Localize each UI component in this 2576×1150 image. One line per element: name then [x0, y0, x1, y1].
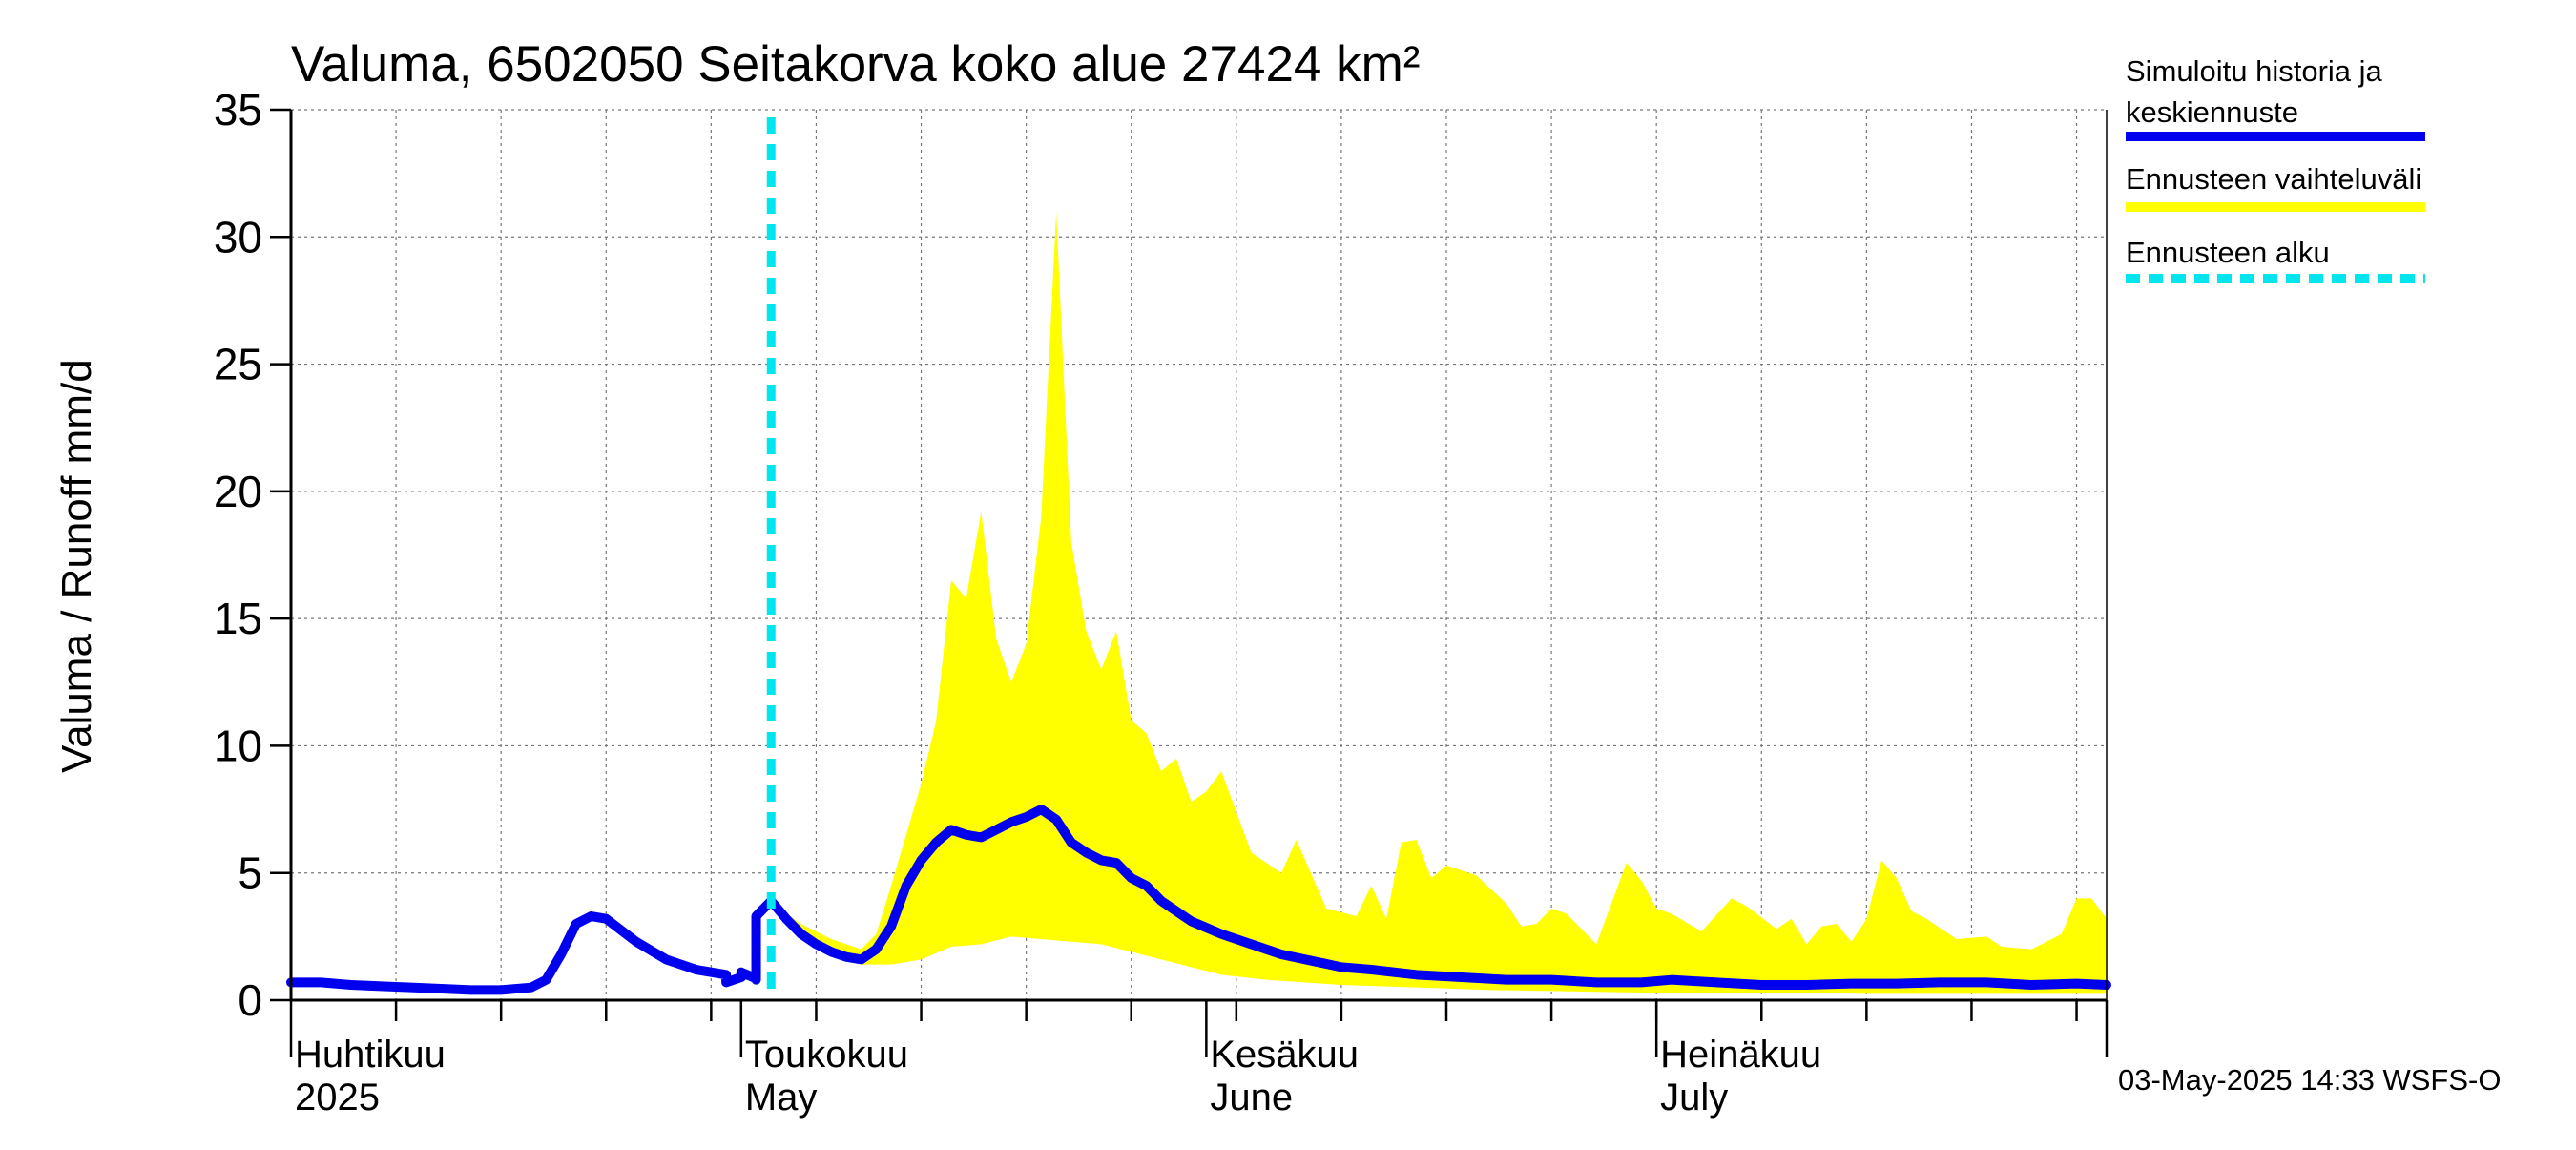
- y-axis-label: Valuma / Runoff mm/d: [53, 359, 100, 773]
- month-label-fi: Huhtikuu: [295, 1034, 446, 1076]
- y-tick-label: 15: [214, 594, 262, 643]
- simulated-runoff-line: [286, 805, 2111, 995]
- y-tick-label: 35: [214, 85, 262, 135]
- month-label-en: 2025: [295, 1077, 380, 1119]
- legend-item: Ennusteen vaihteluväli: [2126, 162, 2425, 212]
- legend-label: keskiennuste: [2126, 95, 2298, 129]
- month-label-fi: Toukokuu: [745, 1034, 908, 1076]
- legend-label: Simuloitu historia ja: [2126, 54, 2383, 88]
- legend-item: Simuloitu historia ja keskiennuste: [2126, 54, 2425, 141]
- y-tick-label: 0: [238, 975, 262, 1025]
- legend: Simuloitu historia ja keskiennuste Ennuste…: [2126, 54, 2425, 283]
- legend-item: Ennusteen alku: [2126, 236, 2425, 283]
- y-tick-label: 10: [214, 721, 262, 770]
- month-label-en: May: [745, 1077, 818, 1119]
- timestamp-footer: 03-May-2025 14:33 WSFS-O: [2118, 1063, 2501, 1097]
- legend-label: Ennusteen vaihteluväli: [2126, 162, 2421, 196]
- legend-label: Ennusteen alku: [2126, 236, 2330, 269]
- y-tick-label: 25: [214, 340, 262, 389]
- grid: [291, 109, 2107, 1000]
- axes: 05101520253035Huhtikuu2025ToukokuuMayKes…: [214, 85, 2109, 1119]
- chart-title: Valuma, 6502050 Seitakorva koko alue 274…: [291, 36, 1420, 93]
- forecast-range-area: [771, 211, 2107, 994]
- month-label-en: July: [1660, 1077, 1728, 1119]
- y-tick-label: 20: [214, 467, 262, 516]
- y-tick-label: 5: [238, 848, 262, 898]
- forecast-range-band: [771, 211, 2107, 994]
- month-label-fi: Heinäkuu: [1660, 1034, 1821, 1076]
- month-label-en: June: [1210, 1077, 1293, 1119]
- month-label-fi: Kesäkuu: [1210, 1034, 1359, 1076]
- simulated-line-layer: [286, 805, 2111, 995]
- y-tick-label: 30: [214, 212, 262, 261]
